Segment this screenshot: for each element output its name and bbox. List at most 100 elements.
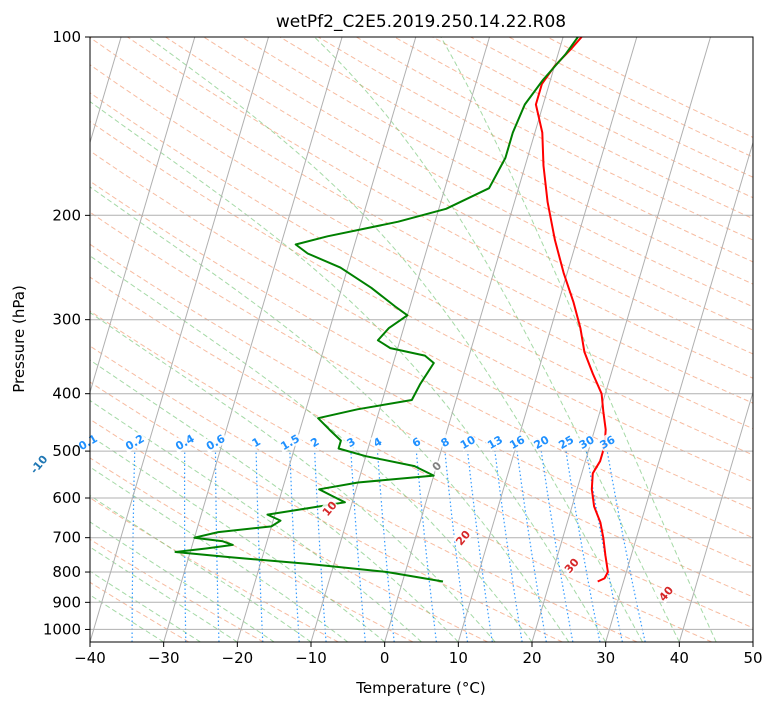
- isotherm-gridline: [236, 37, 417, 642]
- moist-adiabat-label-bg: [560, 554, 582, 576]
- moist-adiabat-label-bg: [318, 497, 340, 519]
- isotherm-gridline: [90, 37, 269, 642]
- dry-adiabat-line: [90, 64, 753, 430]
- mixing-ratio-label-bg: [484, 431, 505, 452]
- dry-adiabat-line: [203, 37, 753, 331]
- dry-adiabat-label-bg: [26, 451, 51, 477]
- x-tick-label: −10: [295, 649, 327, 667]
- mixing-ratio-line: [516, 451, 547, 642]
- mixing-ratio-line: [184, 451, 187, 642]
- dry-adiabat-line: [90, 37, 753, 404]
- mixing-ratio-line: [467, 451, 493, 642]
- moist-adiabat-line: [90, 100, 607, 642]
- mixing-ratio-label-group: 0.4: [171, 430, 198, 453]
- x-tick-label: 30: [596, 649, 615, 667]
- mixing-ratio-label-bg: [276, 430, 303, 453]
- zero-label-bg: [428, 457, 445, 474]
- x-axis-label: Temperature (°C): [355, 679, 485, 697]
- dry-adiabat-line: [90, 243, 753, 598]
- mixing-ratio-label: 20: [532, 433, 552, 452]
- moist-adiabat-label-bg: [452, 526, 473, 548]
- moist-adiabat-line: [90, 359, 459, 642]
- mixing-ratio-line: [350, 451, 366, 642]
- moist-adiabat-label-group: 20: [452, 526, 473, 548]
- mixing-ratio-label-bg: [248, 433, 264, 450]
- x-tick-label: 40: [670, 649, 689, 667]
- moist-adiabat-line: [90, 466, 349, 642]
- y-tick-label: 800: [52, 563, 81, 581]
- moist-adiabat-label-group: 10: [318, 497, 340, 519]
- plot-frame: [89, 36, 754, 643]
- mixing-ratio-line: [376, 451, 395, 642]
- mixing-ratio-label-group: 3: [343, 433, 359, 450]
- mixing-ratio-label: 16: [507, 433, 527, 452]
- moist-adiabat-line: [314, 37, 680, 642]
- mixing-ratio-line: [444, 451, 469, 642]
- mixing-ratio-label: 36: [598, 433, 618, 452]
- moist-adiabat-line: [90, 521, 275, 642]
- mixing-ratio-label: 13: [485, 433, 505, 452]
- dry-adiabat-line: [279, 37, 753, 285]
- mixing-ratio-label-bg: [437, 433, 453, 450]
- mixing-ratio-line: [585, 451, 623, 642]
- y-tick-label: 600: [52, 489, 81, 507]
- moist-adiabat-label: 30: [562, 556, 582, 576]
- moist-adiabat-label-bg: [655, 582, 676, 604]
- x-tick-label: 10: [449, 649, 468, 667]
- mixing-ratio-line: [494, 451, 523, 642]
- mixing-ratio-label-bg: [171, 430, 198, 453]
- mixing-ratio-label-group: 30: [575, 431, 597, 452]
- mixing-ratio-label-bg: [555, 431, 577, 452]
- dry-adiabat-line: [90, 180, 753, 539]
- x-tick-label: −30: [148, 649, 180, 667]
- mixing-ratio-label-group: 36: [596, 431, 618, 452]
- dry-adiabat-line: [90, 92, 753, 456]
- data-series: [174, 37, 609, 583]
- background-lines: [90, 37, 753, 642]
- moist-adiabat-label: 20: [453, 528, 473, 548]
- mixing-ratio-line: [606, 450, 646, 642]
- mixing-ratio-line: [314, 451, 327, 642]
- isotherm-gridline: [605, 140, 753, 642]
- dry-adiabat-line: [508, 37, 753, 158]
- mixing-ratio-label-group: 0.2: [121, 430, 148, 453]
- mixing-ratio-label-group: 20: [530, 431, 552, 452]
- moist-adiabat-line: [90, 311, 496, 642]
- mixing-ratio-line: [540, 451, 574, 642]
- mixing-ratio-label-group: 1: [248, 433, 264, 450]
- mixing-ratio-label-bg: [506, 431, 528, 452]
- mixing-ratio-label: 10: [458, 433, 478, 452]
- isotherm-gridline: [678, 390, 753, 642]
- y-tick-label: 200: [52, 206, 81, 224]
- dry-adiabat-line: [90, 538, 264, 642]
- dry-adiabat-label-group: -10: [26, 451, 51, 477]
- mixing-ratio-label-bg: [408, 433, 424, 450]
- dry-adiabat-line: [90, 211, 753, 568]
- mixing-ratio-label-group: 16: [506, 431, 528, 452]
- y-tick-label: 700: [52, 529, 81, 547]
- moist-adiabat-line: [90, 255, 533, 642]
- chart-title: wetPf2_C2E5.2019.250.14.22.R08: [276, 12, 566, 32]
- dry-adiabat-line: [241, 37, 753, 308]
- mixing-ratio-line: [131, 451, 136, 642]
- moist-adiabat-line: [90, 546, 238, 642]
- moist-adiabat-line: [90, 435, 386, 642]
- dry-adiabat-line: [90, 345, 638, 642]
- mixing-ratio-label-group: 10: [457, 431, 478, 452]
- mixing-ratio-line: [255, 451, 264, 642]
- dry-adiabat-line: [90, 276, 753, 629]
- isotherm-gridline: [384, 37, 564, 642]
- dry-adiabat-line: [90, 418, 488, 642]
- moist-adiabat-line: [147, 37, 643, 642]
- moist-adiabat-line: [440, 37, 717, 642]
- isotherm-gridline: [90, 37, 122, 145]
- isotherm-gridline: [90, 37, 196, 394]
- x-tick-label: −40: [74, 649, 106, 667]
- mixing-ratio-label-bg: [74, 430, 101, 453]
- y-tick-label: 900: [52, 593, 81, 611]
- mixing-ratio-label-bg: [596, 431, 618, 452]
- mixing-ratio-label-group: 6: [408, 433, 424, 450]
- mixing-ratio-line: [415, 451, 437, 642]
- x-tick-label: −20: [222, 649, 254, 667]
